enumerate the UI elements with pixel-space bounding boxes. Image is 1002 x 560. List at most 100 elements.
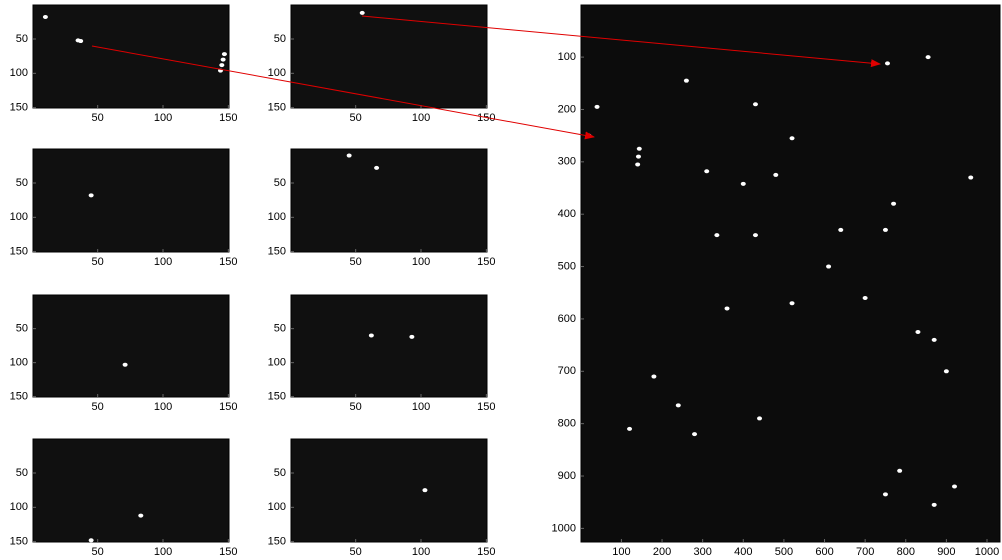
y-tick-label: 700 (558, 365, 576, 377)
bright-spot (897, 468, 903, 473)
bright-spot (346, 153, 352, 158)
bright-spot (138, 513, 144, 518)
image-area (290, 148, 488, 253)
bright-spot (220, 57, 226, 62)
y-tick-label: 100 (558, 51, 576, 63)
bright-spot (422, 488, 428, 493)
y-tick-label: 300 (558, 156, 576, 168)
bright-spot (714, 233, 720, 238)
y-tick-label: 500 (558, 260, 576, 272)
image-area (580, 4, 1001, 543)
y-tick-label: 150 (268, 536, 286, 548)
y-tick-label: 600 (558, 313, 576, 325)
x-tick-label: 100 (154, 401, 172, 413)
x-tick-label: 50 (92, 256, 104, 268)
x-tick-label: 800 (897, 546, 915, 558)
x-tick-label: 100 (154, 256, 172, 268)
bright-spot (882, 492, 888, 497)
x-tick-label: 150 (219, 256, 237, 268)
x-tick-label: 100 (412, 112, 430, 124)
bright-spot (925, 55, 931, 60)
x-tick-label: 100 (154, 546, 172, 558)
x-tick-label: 400 (734, 546, 752, 558)
bright-spot (409, 334, 415, 339)
x-tick-label: 100 (412, 256, 430, 268)
y-tick-label: 50 (16, 323, 28, 335)
y-tick-label: 200 (558, 103, 576, 115)
image-area (290, 4, 488, 109)
bright-spot (359, 10, 365, 15)
x-tick-label: 500 (775, 546, 793, 558)
bright-spot (862, 295, 868, 300)
x-tick-label: 150 (477, 256, 495, 268)
bright-spot (838, 227, 844, 232)
bright-spot (122, 362, 128, 367)
x-tick-label: 100 (154, 112, 172, 124)
arrow (91, 45, 595, 140)
image-area (32, 438, 230, 543)
x-tick-label: 50 (92, 546, 104, 558)
bright-spot (931, 502, 937, 507)
image-area (290, 438, 488, 543)
y-tick-label: 150 (10, 102, 28, 114)
y-tick-label: 100 (10, 67, 28, 79)
x-tick-label: 50 (92, 401, 104, 413)
bright-spot (78, 39, 84, 44)
bright-spot (943, 369, 949, 374)
y-tick-label: 150 (10, 246, 28, 258)
bright-spot (374, 165, 380, 170)
y-tick-label: 100 (268, 357, 286, 369)
bright-spot (952, 484, 958, 489)
y-tick-label: 150 (10, 391, 28, 403)
bright-spot (757, 416, 763, 421)
y-tick-label: 50 (274, 323, 286, 335)
bright-spot (931, 337, 937, 342)
bright-spot (635, 162, 641, 167)
bright-spot (704, 169, 710, 174)
image-area (32, 4, 230, 109)
x-tick-label: 150 (477, 401, 495, 413)
bright-spot (675, 403, 681, 408)
y-tick-label: 1000 (552, 522, 576, 534)
bright-spot (915, 330, 921, 335)
x-tick-label: 100 (612, 546, 630, 558)
y-tick-label: 900 (558, 470, 576, 482)
y-tick-label: 50 (16, 177, 28, 189)
y-tick-label: 50 (16, 467, 28, 479)
x-tick-label: 300 (693, 546, 711, 558)
bright-spot (683, 78, 689, 83)
bright-spot (789, 136, 795, 141)
bright-spot (42, 15, 48, 20)
image-area (32, 148, 230, 253)
y-tick-label: 50 (274, 467, 286, 479)
y-tick-label: 50 (16, 33, 28, 45)
bright-spot (884, 61, 890, 66)
y-tick-label: 150 (10, 536, 28, 548)
y-tick-label: 150 (268, 102, 286, 114)
bright-spot (752, 233, 758, 238)
y-tick-label: 150 (268, 246, 286, 258)
x-tick-label: 900 (937, 546, 955, 558)
y-tick-label: 150 (268, 391, 286, 403)
image-area (290, 294, 488, 398)
bright-spot (636, 146, 642, 151)
x-tick-label: 150 (219, 112, 237, 124)
x-tick-label: 700 (856, 546, 874, 558)
bright-spot (968, 175, 974, 180)
bright-spot (692, 432, 698, 437)
bright-spot (219, 63, 225, 68)
bright-spot (789, 301, 795, 306)
x-tick-label: 100 (412, 546, 430, 558)
bright-spot (88, 193, 94, 198)
bright-spot (635, 154, 641, 159)
y-tick-label: 100 (10, 211, 28, 223)
bright-spot (221, 52, 227, 57)
y-tick-label: 800 (558, 418, 576, 430)
x-tick-label: 600 (815, 546, 833, 558)
x-tick-label: 50 (350, 256, 362, 268)
bright-spot (882, 227, 888, 232)
x-tick-label: 50 (350, 546, 362, 558)
y-tick-label: 100 (10, 501, 28, 513)
